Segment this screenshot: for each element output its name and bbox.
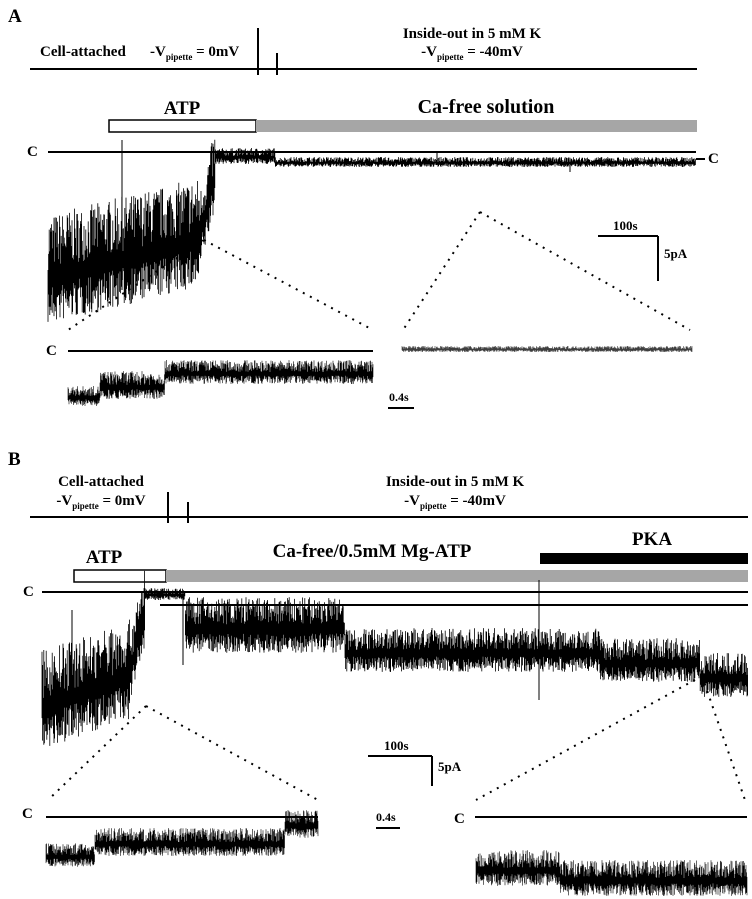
panel-b-pka-bar: [540, 553, 748, 564]
panel-a-expanded-trace-left: [67, 360, 374, 406]
panel-b-scale-bar: [368, 755, 433, 786]
panel-a-cell-attached-label: Cell-attached: [40, 44, 126, 60]
panel-b-scale-current: 5pA: [438, 759, 462, 774]
panel-a-scale-bar: [598, 235, 659, 281]
panel-b-expanded-trace-left: [45, 810, 319, 867]
panel-a-zoom-lines: [67, 211, 691, 331]
panel-a-expanded-closed-label: C: [46, 343, 57, 359]
panel-b-atp-label: ATP: [85, 547, 123, 568]
panel-a-solution-label: Ca-free solution: [417, 96, 555, 118]
panel-a-protocol-line: [30, 28, 697, 75]
panel-b-solution-bar: [166, 570, 748, 582]
panel-a-right-voltage: -Vpipette = -40mV: [421, 44, 523, 62]
panel-b-pka-label: PKA: [631, 529, 673, 550]
panel-b-expanded-trace-right: [475, 850, 748, 896]
panel-b-expanded-scale-label: 0.4s: [376, 810, 396, 824]
panel-a-left-voltage: -Vpipette = 0mV: [150, 44, 240, 62]
panel-a-inside-out-label: Inside-out in 5 mM K: [402, 26, 542, 42]
panel-b-closed-label: C: [23, 584, 34, 600]
panel-b-protocol-line: [30, 492, 748, 523]
panel-b-expanded-closed-label-right: C: [454, 811, 465, 827]
panel-a-main-trace: [47, 139, 696, 322]
panel-b-cell-attached-label: Cell-attached: [58, 474, 144, 490]
panel-b-atp-bar: [73, 569, 167, 583]
panel-b-scale-time: 100s: [384, 738, 409, 753]
panel-b-main-trace: [41, 570, 748, 746]
panel-a-closed-label-left: C: [27, 144, 38, 160]
panel-a-closed-label-right: C: [708, 151, 719, 167]
panel-a-scale-current: 5pA: [664, 246, 688, 261]
panel-a-atp-bar: [108, 119, 257, 133]
panel-a-scale-time: 100s: [613, 218, 638, 233]
panel-a-solution-bar: [256, 120, 697, 132]
panel-a-expanded-scale-label: 0.4s: [389, 390, 409, 404]
panel-a-atp-label: ATP: [163, 98, 201, 119]
panel-b-expanded-closed-label-left: C: [22, 806, 33, 822]
panel-b-inside-out-label: Inside-out in 5 mM K: [385, 474, 525, 490]
panel-b-right-voltage: -Vpipette = -40mV: [404, 493, 506, 511]
panel-b-solution-label: Ca-free/0.5mM Mg-ATP: [272, 541, 472, 562]
panel-b-left-voltage: -Vpipette = 0mV: [56, 493, 146, 511]
panel-a-letter: A: [8, 6, 22, 27]
panel-b-zoom-lines: [47, 675, 746, 801]
panel-b-letter: B: [8, 449, 21, 470]
panel-a-expanded-trace-right: [401, 346, 693, 352]
